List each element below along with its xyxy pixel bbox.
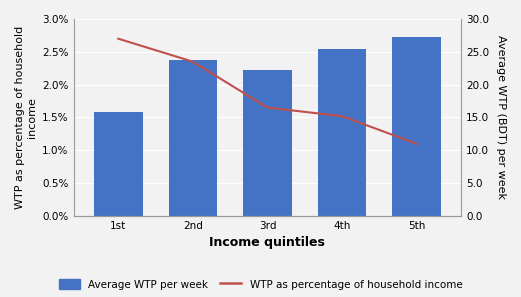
X-axis label: Income quintiles: Income quintiles (209, 236, 326, 249)
Bar (243, 70, 292, 216)
Bar (318, 49, 366, 216)
Bar (169, 60, 217, 216)
Y-axis label: WTP as percentage of household
income: WTP as percentage of household income (15, 26, 36, 209)
Legend: Average WTP per week, WTP as percentage of household income: Average WTP per week, WTP as percentage … (54, 274, 467, 295)
Bar (392, 37, 441, 216)
Y-axis label: Average WTP (BDT) per week: Average WTP (BDT) per week (496, 35, 506, 200)
Bar (94, 112, 143, 216)
